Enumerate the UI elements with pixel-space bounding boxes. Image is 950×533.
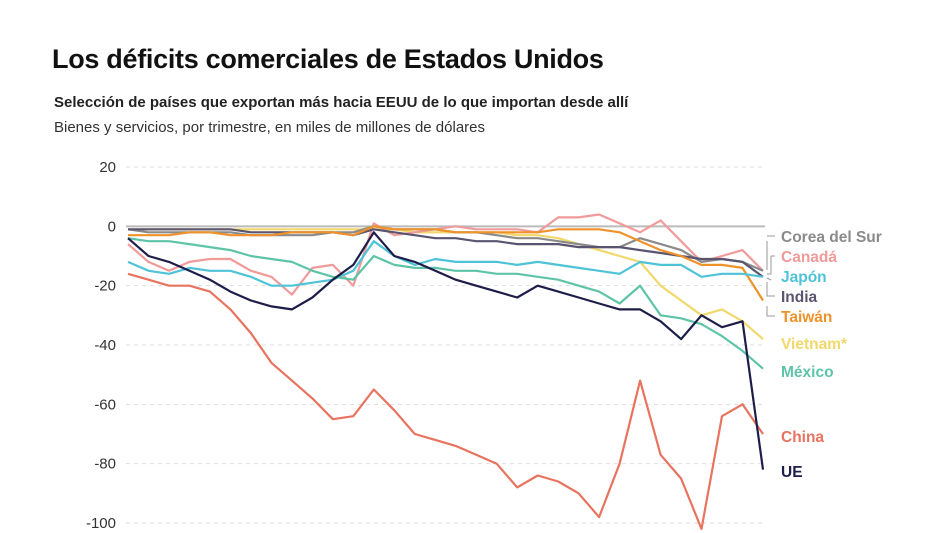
y-tick-label: 20 [99,159,116,176]
label-connector [766,235,775,270]
legend-label: China [781,429,824,446]
y-tick-label: -20 [94,278,116,295]
label-connector [766,306,775,317]
series-line-m-xico [127,237,764,370]
series-line-india [128,228,764,278]
legend-label: Japón [781,269,827,286]
legend-label: Corea del Sur [781,229,882,246]
label-connector [766,277,772,281]
series-line-jap-n [127,240,764,287]
y-tick-label: -60 [94,396,116,413]
legend-label: México [781,364,834,381]
y-tick-label: -40 [94,337,116,354]
chart-note: Bienes y servicios, por trimestre, en mi… [54,119,486,136]
legend-label: India [781,289,818,306]
legend-label: UE [781,464,803,481]
legend-label: Taiwán [781,309,832,326]
legend-label: Canadá [781,249,837,266]
chart-title: Los déficits comerciales de Estados Unid… [52,44,604,74]
series-line-taiw-n [128,225,764,302]
legend-label: Vietnam* [781,336,848,353]
series-line-china [127,272,764,531]
y-tick-label: 0 [108,218,116,235]
chart-subtitle: Selección de países que exportan más hac… [54,94,629,111]
y-tick-label: -100 [86,515,116,532]
series-line-ue [127,231,765,470]
series-line-canad- [127,213,764,296]
label-connector [767,255,775,275]
label-connector [766,282,775,297]
y-tick-label: -80 [94,456,116,473]
